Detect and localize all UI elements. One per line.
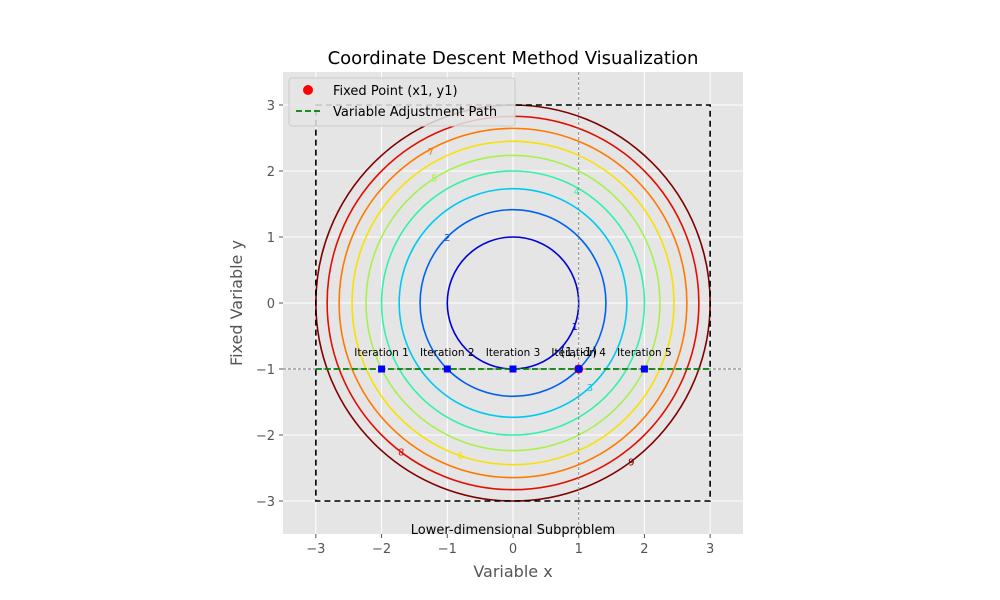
x-tick-label: −1	[438, 542, 457, 557]
y-tick-label: −1	[256, 363, 275, 378]
iteration-marker-3	[509, 365, 517, 373]
contour-line-2	[419, 208, 607, 398]
contour-label-5: 5	[431, 174, 437, 185]
x-tick-label: 1	[575, 542, 583, 557]
contour-line-3	[398, 187, 628, 419]
legend-fixed-point-label: Fixed Point (x1, y1)	[333, 84, 458, 99]
iteration-marker-4	[575, 365, 583, 373]
iteration-marker-2	[443, 365, 451, 373]
x-tick-label: 0	[509, 542, 517, 557]
y-tick-label: −3	[256, 495, 275, 510]
iteration-label-4: Iteration 4	[551, 347, 606, 359]
contour-line-4	[380, 170, 646, 436]
x-tick-label: −2	[372, 542, 391, 557]
axes: −3 −2 −1 0 1 2 3 −3 −2 −1 0 1 2 3	[256, 99, 714, 557]
legend-adjustment-path-label: Variable Adjustment Path	[333, 105, 497, 120]
subproblem-box	[315, 104, 711, 502]
legend-box	[288, 77, 516, 127]
contour-label-2: 2	[444, 233, 450, 244]
contour-label-1: 1	[572, 322, 578, 333]
contour-label-7: 7	[428, 147, 434, 158]
y-tick-label: 3	[267, 99, 275, 114]
iteration-label-2: Iteration 2	[420, 347, 475, 359]
chart-title: Coordinate Descent Method Visualization	[328, 48, 699, 69]
legend: Fixed Point (x1, y1) Variable Adjustment…	[288, 77, 516, 127]
annotations: Lower-dimensional Subproblem(1, -1)Itera…	[283, 72, 743, 538]
iteration-marker-1	[378, 365, 386, 373]
x-tick-label: −3	[306, 542, 325, 557]
contour-label-6: 6	[457, 451, 463, 462]
fixed-point-label: (1, -1)	[560, 345, 597, 359]
x-tick-label: 3	[706, 542, 714, 557]
contour-line-6	[351, 140, 675, 466]
y-tick-label: 1	[267, 231, 275, 246]
subproblem-label: Lower-dimensional Subproblem	[411, 523, 615, 538]
contour-line-7	[338, 127, 688, 479]
y-tick-label: 2	[267, 165, 275, 180]
iteration-label-3: Iteration 3	[486, 347, 541, 359]
contour-line-5	[365, 154, 661, 452]
y-axis-label: Fixed Variable y	[227, 240, 246, 366]
x-axis-label: Variable x	[473, 562, 552, 581]
y-tick-label: −2	[256, 429, 275, 444]
x-tick-label: 2	[640, 542, 648, 557]
iteration-marker-5	[640, 365, 648, 373]
iteration-label-5: Iteration 5	[617, 347, 672, 359]
contour-label-4: 4	[574, 187, 580, 198]
y-tick-label: 0	[267, 297, 275, 312]
contour-label-8: 8	[398, 448, 404, 459]
legend-fixed-point-marker	[303, 85, 313, 95]
iteration-label-1: Iteration 1	[354, 347, 409, 359]
contour-label-3: 3	[587, 383, 593, 394]
contour-label-9: 9	[628, 457, 634, 468]
